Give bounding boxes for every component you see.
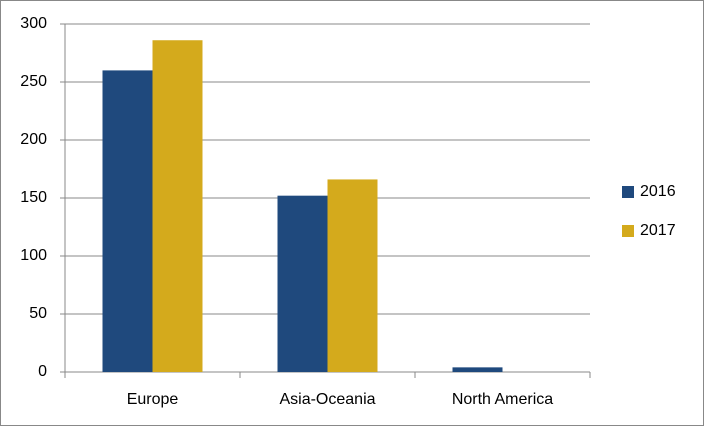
y-tick-label: 50 [29, 305, 47, 322]
bar [277, 195, 328, 372]
x-tick-label: North America [452, 391, 553, 408]
bar [102, 70, 153, 373]
y-tick-label: 150 [20, 189, 47, 206]
legend-label: 2016 [640, 183, 676, 200]
y-tick-label: 300 [20, 15, 47, 32]
x-tick-label: Asia-Oceania [279, 391, 375, 408]
bar [452, 367, 503, 372]
bar [327, 179, 378, 372]
legend-label: 2017 [640, 222, 676, 239]
x-tick-label: Europe [127, 391, 179, 408]
legend-swatch [622, 225, 634, 237]
y-tick-label: 100 [20, 247, 47, 264]
y-tick-label: 250 [20, 73, 47, 90]
y-tick-label: 0 [38, 363, 47, 380]
y-tick-label: 200 [20, 131, 47, 148]
legend-swatch [622, 186, 634, 198]
bar [152, 40, 203, 373]
